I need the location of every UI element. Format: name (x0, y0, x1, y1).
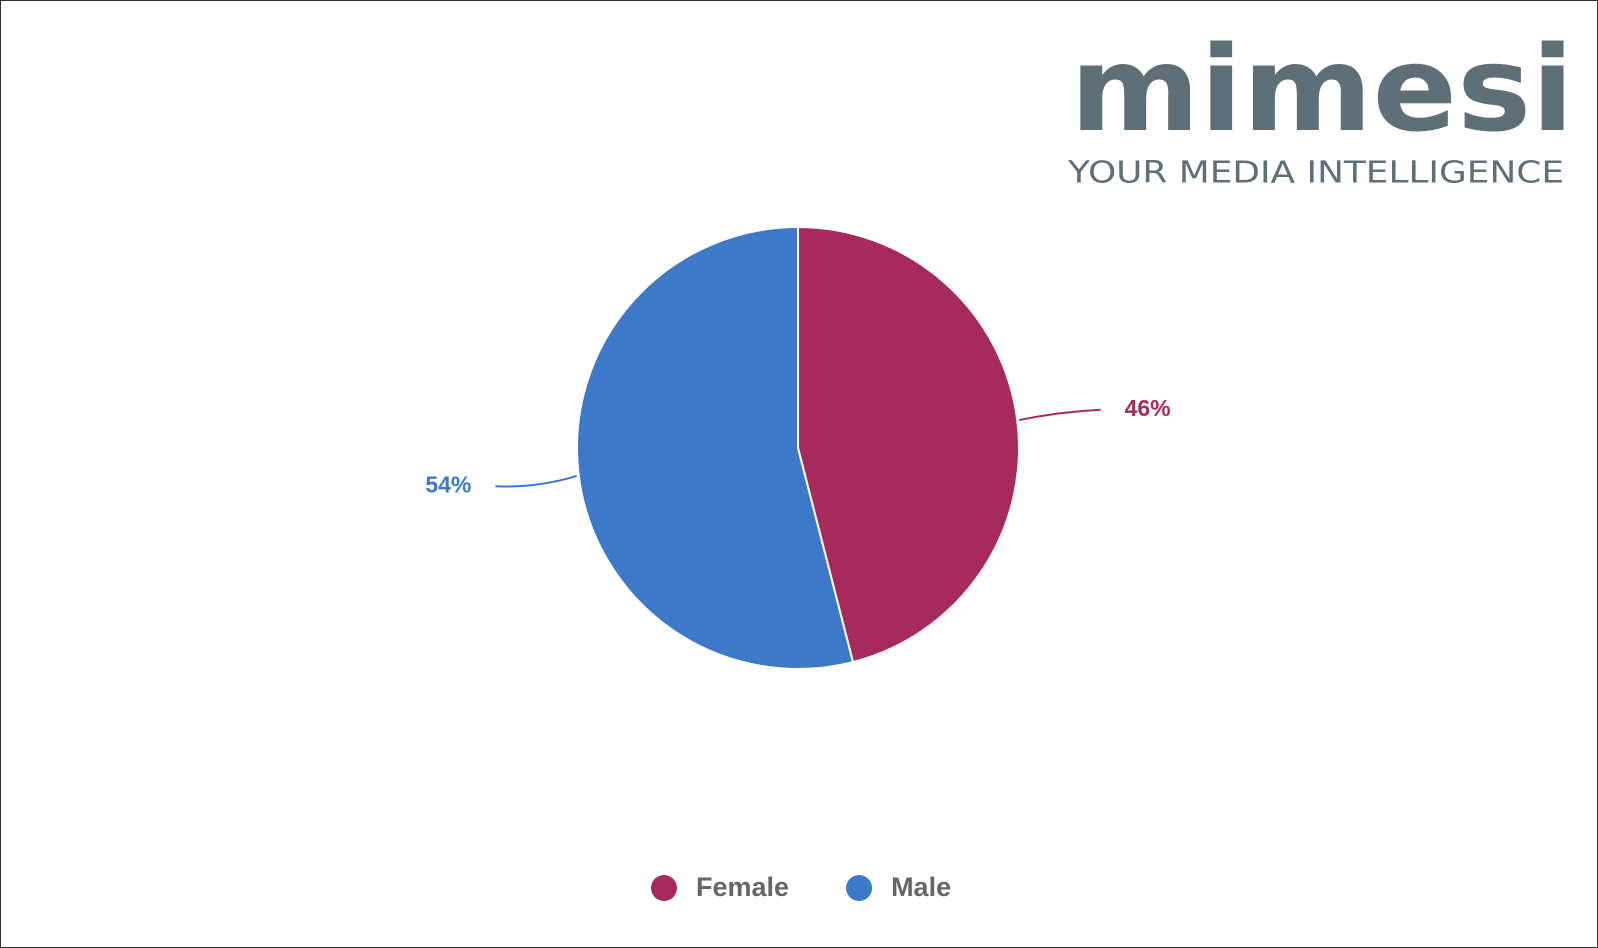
pie-slice (797, 225, 1020, 664)
logo: mimesi YOUR MEDIA INTELLIGENCE (1067, 20, 1574, 190)
data-label: 46% (1125, 395, 1171, 421)
leader-line (1019, 408, 1101, 422)
pie-slice (576, 225, 855, 670)
logo-name: mimesi (1070, 20, 1574, 158)
logo-tagline: YOUR MEDIA INTELLIGENCE (1067, 156, 1564, 191)
data-label: 54% (425, 471, 471, 497)
leader-line (495, 474, 578, 488)
legend-label: Male (891, 872, 951, 902)
legend-label: Female (696, 872, 789, 902)
legend-marker (846, 875, 873, 901)
legend-marker (651, 875, 677, 901)
